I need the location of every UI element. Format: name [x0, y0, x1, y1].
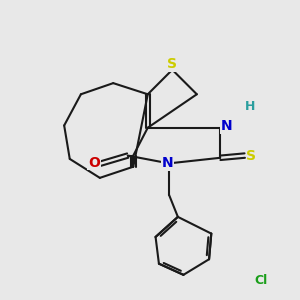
Text: O: O [88, 156, 100, 170]
Text: H: H [245, 100, 255, 113]
Text: N: N [221, 119, 233, 133]
Text: Cl: Cl [254, 274, 268, 287]
Text: S: S [246, 148, 256, 163]
Text: N: N [161, 156, 173, 170]
Text: S: S [167, 57, 177, 71]
